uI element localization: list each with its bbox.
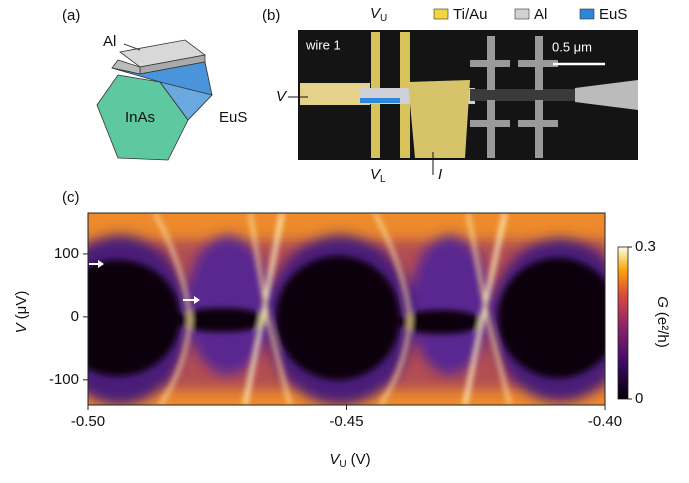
- material-label: Al: [103, 33, 116, 50]
- scale-bar-label: 0.5 μm: [552, 39, 592, 54]
- panel-label: (c): [62, 189, 80, 206]
- y-tick-label: 0: [71, 308, 79, 325]
- legend-label: Al: [534, 6, 547, 23]
- panel-label: (a): [62, 7, 80, 24]
- pointer: [123, 43, 141, 51]
- symbol: V: [370, 166, 382, 183]
- x-tick-label: -0.50: [71, 413, 105, 430]
- x-tick-label: -0.40: [588, 413, 622, 430]
- legend-swatch: [433, 8, 449, 20]
- material-label: InAs: [125, 109, 155, 126]
- subscript: L: [380, 174, 386, 185]
- x-axis-label: VU (V): [329, 451, 370, 470]
- sem-caption: wire 1: [305, 37, 341, 52]
- heatmap: [88, 213, 605, 405]
- symbol: V: [329, 451, 341, 468]
- subscript: U: [380, 13, 387, 24]
- sem-image: [298, 30, 638, 160]
- nanowire-sketch: [96, 39, 213, 161]
- colorbar-label: G (e²/h): [654, 296, 671, 348]
- terminal-label: VL: [370, 166, 386, 185]
- unit: (e²/h): [654, 312, 671, 348]
- panel-label: (b): [262, 7, 280, 24]
- terminal-label: I: [438, 166, 442, 183]
- colorbar: [617, 246, 629, 400]
- annotation-arrow: [89, 260, 200, 304]
- legend-label: EuS: [599, 6, 627, 23]
- legend-swatch: [579, 8, 595, 20]
- colorbar-tick-label: 0.3: [635, 238, 656, 255]
- unit: (μV): [13, 291, 30, 320]
- y-tick-label: -100: [49, 371, 79, 388]
- y-tick-label: 100: [54, 245, 79, 262]
- unit: (V): [351, 451, 371, 468]
- symbol: G: [654, 296, 671, 308]
- colorbar-tick-label: 0: [635, 390, 643, 407]
- legend-swatch: [514, 8, 530, 20]
- legend-label: Ti/Au: [453, 6, 487, 23]
- symbol: V: [13, 321, 30, 333]
- axes: -0.50 -0.45 -0.40 -100 0 100 0 0.3: [49, 238, 656, 430]
- subscript: U: [339, 459, 346, 470]
- symbol: V: [370, 5, 382, 22]
- legend: Ti/Au Al EuS: [433, 6, 627, 23]
- terminal-label: VU: [370, 5, 387, 24]
- material-label: EuS: [219, 109, 247, 126]
- terminal-label: V: [276, 88, 288, 105]
- y-axis-label: V(μV): [13, 291, 30, 334]
- x-tick-label: -0.45: [329, 413, 363, 430]
